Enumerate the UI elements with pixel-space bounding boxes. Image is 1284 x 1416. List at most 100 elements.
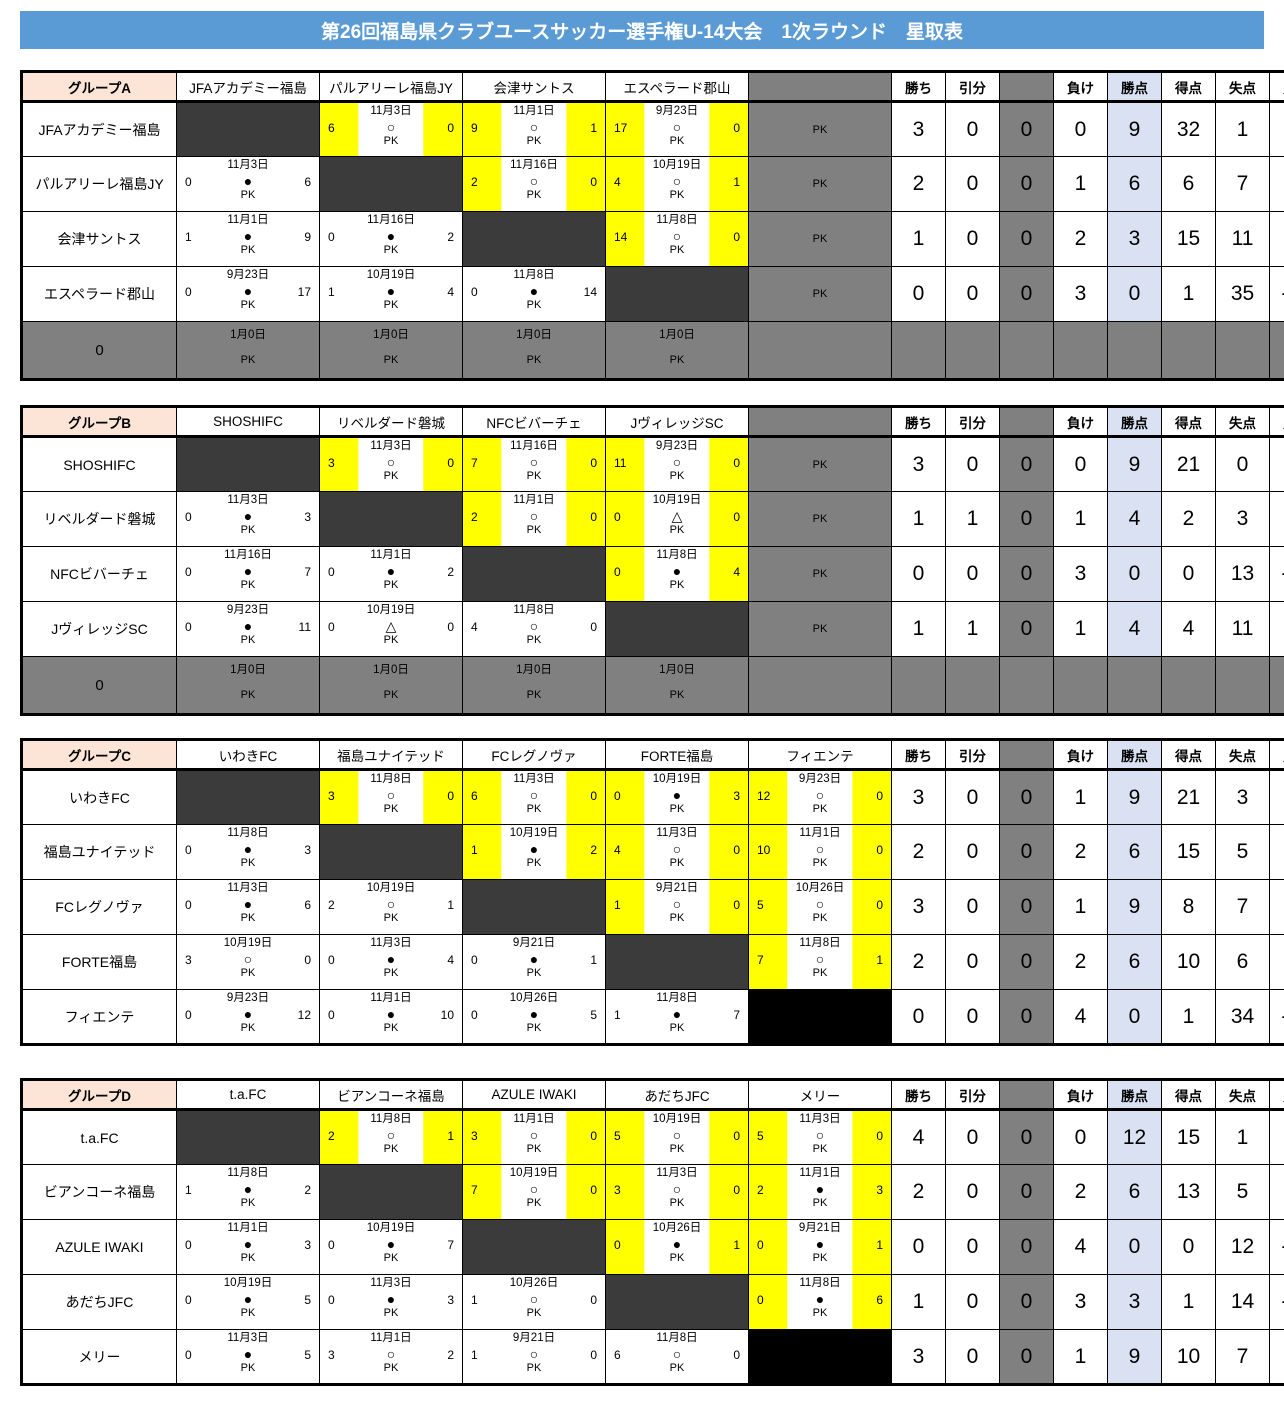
table-row: t.a.FC 11月8日 2 ○ 1 PK 11月1日 3 ○ 0 PK 10月19日 5 ○ 0 PK 11月… [21,1109,1284,1165]
stat-loss: 3 [1053,1274,1108,1330]
score-left: 6 [614,1348,621,1362]
match-cell: 11月1日 1 ● 9 PK [176,211,320,267]
match-result: 11月1日 2 ○ 0 PK [463,492,605,546]
row-team-name: NFCビバーチェ [21,546,177,602]
score-left: 5 [757,898,764,912]
match-cell: 11月8日 2 ○ 1 PK [319,1109,463,1165]
match-date: 10月19日 [223,1277,273,1289]
stat-goals-for: 4 [1161,601,1216,657]
match-cell: 9月23日 0 ● 12 PK [176,989,320,1045]
match-date: 11月8日 [799,937,841,949]
score-right: 0 [590,175,597,189]
diagonal-cell [319,1164,463,1220]
stat-goals-against: 7 [1215,1329,1270,1385]
pk-label: PK [240,857,256,869]
score-right: 0 [733,1348,740,1362]
stat-draw: 0 [945,1329,1000,1385]
pk-label: PK [526,470,542,482]
empty-match-cell: PK [748,436,892,492]
stat-goal-diff: 3 [1269,1329,1284,1385]
table-row: いわきFC 11月8日 3 ○ 0 PK 11月3日 6 ○ 0 PK 10月19日 0 ● 3 PK 9月23… [21,769,1284,825]
result-symbol-loss: ● [386,1291,396,1307]
stat-draw: 0 [945,769,1000,825]
match-result: 11月1日 2 ● 3 PK [749,1165,891,1219]
stat-win: 4 [891,1109,946,1165]
stat-points: 9 [1107,879,1162,935]
stat-spacer: 0 [999,546,1054,602]
summary-empty-cell [748,321,892,380]
match-result: 10月26日 1 ○ 0 PK [464,1276,605,1329]
result-symbol-loss: ● [243,283,253,299]
match-cell: 11月1日 9 ○ 1 PK [462,101,606,157]
result-symbol-loss: ● [815,1236,825,1252]
score-left: 1 [328,285,335,299]
result-symbol-win: ○ [386,1127,396,1143]
score-left: 2 [757,1183,764,1197]
row-team-name: リベルダード磐城 [21,491,177,547]
stat-draw: 0 [945,879,1000,935]
pk-label: PK [240,524,256,536]
match-cell: 10月19日 1 ● 2 PK [462,824,606,880]
diagonal-cell [319,491,463,547]
pk-label: PK [812,458,828,471]
stat-goal-diff: 21 [1269,436,1284,492]
summary-box: 1月0日 PK [464,323,605,379]
match-cell: 9月23日 11 ○ 0 PK [605,436,749,492]
score-right: 0 [590,456,597,470]
row-team-name: JFAアカデミー福島 [21,101,177,157]
score-right: 0 [876,843,883,857]
stat-draw: 0 [945,1109,1000,1165]
summary-stat-cell [1215,656,1270,715]
stat-header-draw: 引分 [945,739,1000,771]
match-cell: 11月1日 10 ○ 0 PK [748,824,892,880]
score-right: 1 [876,1238,883,1252]
pk-label: PK [812,1307,828,1319]
stat-header-goal_diff: 点差 [1269,406,1284,438]
stat-header-draw: 引分 [945,71,1000,103]
table-row: あだちJFC 10月19日 0 ● 5 PK 11月3日 0 ● 3 PK 10月26日 1 ○ 0 PK 11… [21,1274,1284,1330]
stat-goals-for: 15 [1161,824,1216,880]
stat-spacer: 0 [999,1274,1054,1330]
match-result: 11月3日 4 ○ 0 PK [606,825,748,879]
score-right: 6 [304,898,311,912]
match-cell: 10月19日 2 ○ 1 PK [319,879,463,935]
match-result: 10月19日 2 ○ 1 PK [321,881,462,934]
match-date: 9月21日 [512,1332,556,1344]
empty-match-cell: PK [748,546,892,602]
stat-loss: 2 [1053,1164,1108,1220]
pk-label: PK [240,1362,256,1374]
stat-goals-against: 35 [1215,266,1270,322]
pk-label: PK [812,288,828,300]
pk-label: PK [383,1307,399,1319]
result-symbol-win: ○ [529,1127,539,1143]
result-strip [501,771,567,824]
match-cell: 11月1日 2 ● 3 PK [748,1164,892,1220]
stat-goal-diff: 10 [1269,824,1284,880]
summary-stat-cell [999,321,1054,380]
summary-box: 1月0日 PK [178,323,319,379]
match-date: 10月19日 [509,1167,559,1179]
match-cell: 10月26日 5 ○ 0 PK [748,879,892,935]
row-team-name: ビアンコーネ福島 [21,1164,177,1220]
result-strip [644,212,710,266]
match-date: 11月8日 [656,992,698,1004]
stat-loss: 3 [1053,266,1108,322]
stat-header-loss: 負け [1053,739,1108,771]
stat-spacer: 0 [999,156,1054,212]
diagonal-cell [462,1219,606,1275]
match-cell: 11月8日 14 ○ 0 PK [605,211,749,267]
result-symbol-loss: ● [386,1006,396,1022]
result-symbol-loss: ● [529,951,539,967]
match-date: 11月3日 [370,937,412,949]
match-result: 10月19日 5 ○ 0 PK [606,1111,748,1164]
stat-points: 3 [1107,1274,1162,1330]
column-team-header: リベルダード磐城 [319,406,463,438]
stat-win: 0 [891,266,946,322]
table-header-row: グループB SHOSHIFC リベルダード磐城 NFCビバーチェ JヴィレッジSC 勝ち引… [21,406,1284,438]
stat-spacer: 0 [999,1164,1054,1220]
match-cell: 9月23日 12 ○ 0 PK [748,769,892,825]
stat-loss: 4 [1053,1219,1108,1275]
score-right: 0 [447,789,454,803]
result-strip [787,1275,853,1329]
stat-goals-for: 2 [1161,491,1216,547]
